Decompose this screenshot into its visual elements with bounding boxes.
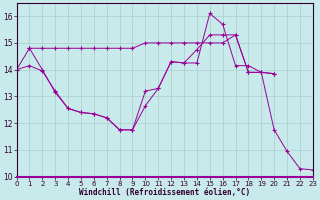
X-axis label: Windchill (Refroidissement éolien,°C): Windchill (Refroidissement éolien,°C) <box>79 188 250 197</box>
